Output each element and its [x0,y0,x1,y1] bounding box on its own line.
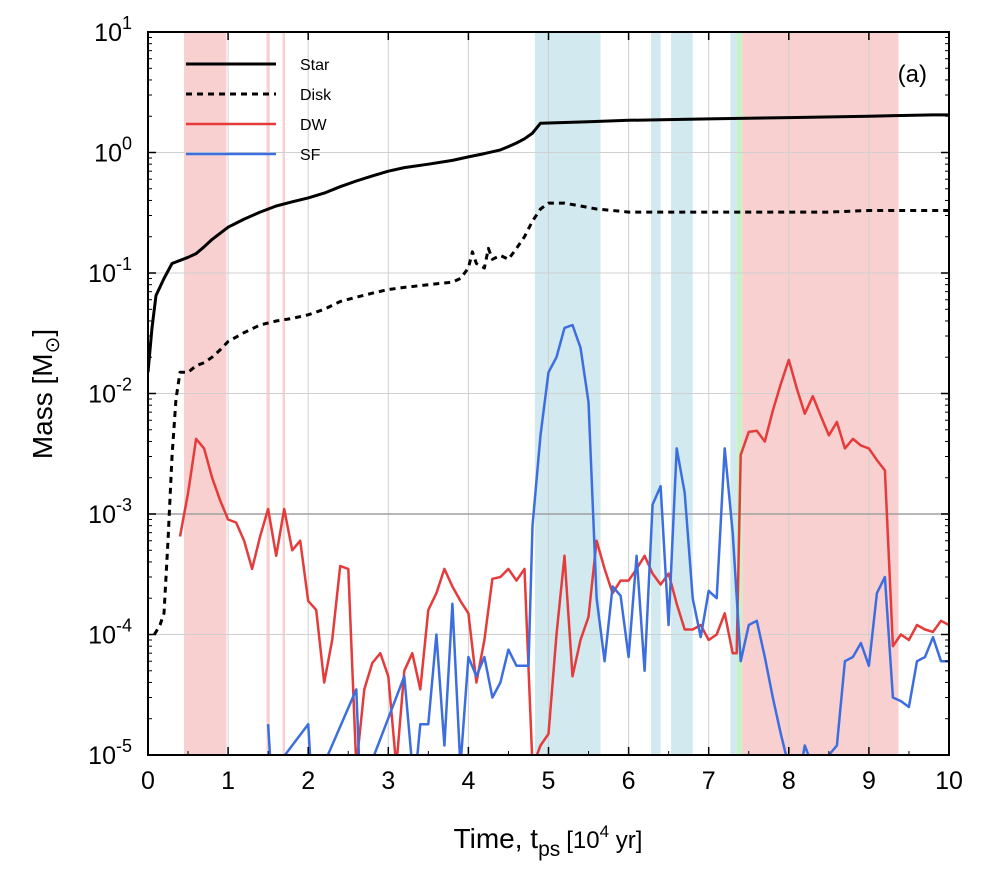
y-tick-label: 100 [94,134,132,168]
y-tick-label: 10-5 [88,736,132,770]
x-tick-label: 1 [221,767,235,795]
x-tick-label: 5 [542,767,556,795]
y-tick-label: 10-3 [88,495,132,529]
x-axis-title-units-pre: [10 [566,827,599,854]
x-tick-label: 6 [622,767,636,795]
x-tick-label: 2 [301,767,315,795]
series-line-star [148,113,949,373]
x-axis-title-units-post: yr] [609,827,642,854]
x-tick-label: 10 [935,767,963,795]
x-axis-title-main: Time, t [454,823,539,854]
x-tick-label: 7 [702,767,716,795]
x-axis-title-units-sup: 4 [600,822,609,841]
axis-ticks: 0 1 2 3 4 5 6 7 8 9 10 10-5 10-4 10-3 10-2 10-1 100 101 [88,13,963,795]
series-lines [148,113,949,755]
y-tick-label: 10-4 [88,616,132,650]
x-tick-label: 8 [782,767,796,795]
y-tick-label: 10-1 [88,254,132,288]
series-line-dw [178,358,949,755]
series-line-sf [266,323,949,755]
x-tick-label: 4 [461,767,475,795]
y-tick-label: 10-2 [88,375,132,409]
x-axis-title: Time, tps [104 yr] [454,822,643,861]
y-axis-title-post: ] [27,329,58,337]
legend-label-sf: SF [300,147,321,164]
y-axis-title-main: Mass [M [27,353,58,459]
legend: Star Disk DW SF [186,57,332,164]
legend-label-dw: DW [300,117,328,134]
x-tick-label: 0 [141,767,155,795]
legend-label-star: Star [300,57,330,74]
x-axis-title-sub: ps [538,838,560,861]
y-tick-label: 101 [94,13,132,47]
series-line-disk [153,201,949,636]
y-axis-title: Mass [M⊙] [27,329,64,459]
x-tick-label: 9 [862,767,876,795]
y-axis-title-sub: ⊙ [42,337,64,354]
x-tick-label: 3 [381,767,395,795]
panel-label: (a) [898,61,927,88]
legend-label-disk: Disk [300,87,332,104]
